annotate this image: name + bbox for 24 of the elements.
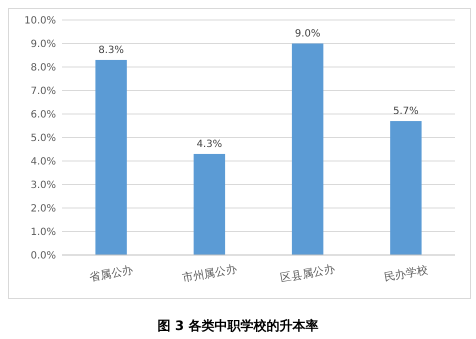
data-label: 9.0% — [294, 28, 320, 40]
y-tick-label: 9.0% — [30, 39, 56, 50]
data-label: 4.3% — [196, 138, 222, 150]
y-tick-label: 1.0% — [30, 227, 56, 238]
bar — [194, 154, 226, 255]
x-tick-label: 区县属公办 — [280, 262, 336, 285]
y-tick-label: 6.0% — [30, 110, 56, 120]
y-tick-label: 10.0% — [24, 16, 56, 26]
data-label: 8.3% — [98, 44, 124, 56]
y-tick-label: 0.0% — [30, 250, 56, 262]
bar — [390, 121, 422, 255]
y-tick-label: 3.0% — [30, 180, 56, 191]
x-tick-label: 市州属公办 — [181, 262, 238, 285]
text: 图 3 各类中职学校的升本率 — [157, 318, 319, 334]
y-tick-label: 4.0% — [30, 156, 56, 168]
y-tick-label: 7.0% — [30, 86, 56, 97]
y-tick-label: 2.0% — [30, 204, 56, 214]
x-tick-label: 民办学校 — [383, 263, 429, 284]
x-tick-label: 省属公办 — [88, 263, 134, 284]
bar — [292, 44, 324, 255]
y-tick-label: 5.0% — [30, 133, 56, 144]
y-tick-label: 8.0% — [30, 62, 56, 74]
data-label: 5.7% — [393, 106, 419, 118]
bar — [95, 60, 127, 255]
